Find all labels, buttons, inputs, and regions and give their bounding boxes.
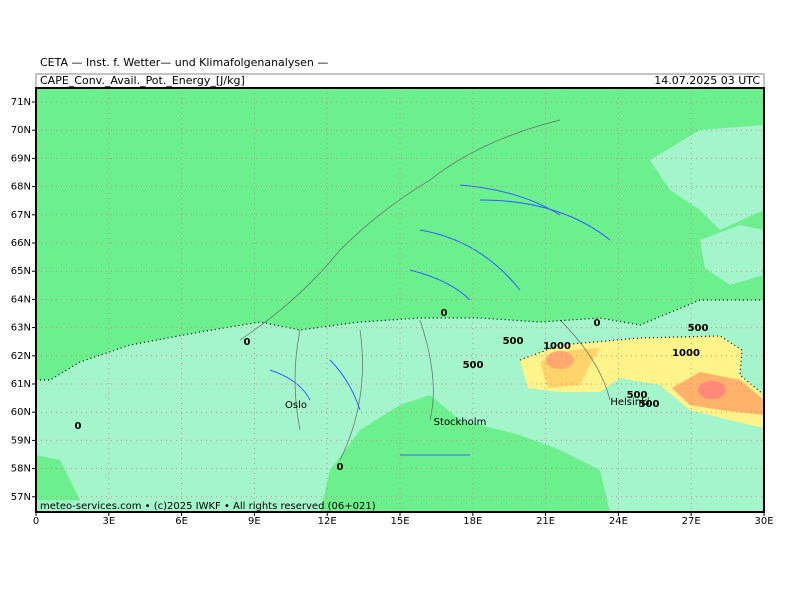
cape-low-patch xyxy=(650,125,764,230)
lon-label: 15E xyxy=(390,516,409,527)
place-label: Oslo xyxy=(285,400,307,411)
contour-label: 500 xyxy=(627,390,648,401)
lat-label: 59N xyxy=(11,435,31,446)
contour-label: 1000 xyxy=(543,341,571,352)
header-title: CETA — Inst. f. Wetter— und Klimafolgena… xyxy=(40,56,328,69)
contour-label: 0 xyxy=(75,421,82,432)
map-area: 0000050050050050050010001000OsloStockhol… xyxy=(36,88,764,512)
lat-label: 68N xyxy=(11,182,31,193)
lon-label: 21E xyxy=(536,516,555,527)
contour-label: 500 xyxy=(503,336,524,347)
cape-1500-area xyxy=(698,381,726,399)
contour-label: 0 xyxy=(441,308,448,319)
contour-label: 500 xyxy=(688,323,709,334)
lat-label: 69N xyxy=(11,153,31,164)
lat-label: 60N xyxy=(11,407,31,418)
valid-time: 14.07.2025 03 UTC xyxy=(654,74,760,87)
footer-box xyxy=(36,500,241,512)
cape-zero-area xyxy=(36,455,80,512)
cape-low-patch xyxy=(700,225,764,285)
lat-label: 70N xyxy=(11,125,31,136)
lat-label: 67N xyxy=(11,210,31,221)
lat-label: 57N xyxy=(11,492,31,503)
lon-label: 18E xyxy=(463,516,482,527)
lon-label: 6E xyxy=(175,516,188,527)
place-label: Helsinki xyxy=(610,397,649,408)
lon-label: 12E xyxy=(318,516,337,527)
lon-label: 3E xyxy=(102,516,115,527)
lat-label: 66N xyxy=(11,238,31,249)
contour-label: 500 xyxy=(639,399,660,410)
cape-1500-area xyxy=(546,351,574,369)
contour-label: 0 xyxy=(337,462,344,473)
field-name: CAPE_Conv._Avail._Pot._Energy_[J/kg] xyxy=(40,74,245,87)
lon-label: 27E xyxy=(682,516,701,527)
contour-label: 1000 xyxy=(672,348,700,359)
contour-label: 500 xyxy=(463,360,484,371)
coastline xyxy=(239,119,611,461)
lon-label: 0 xyxy=(33,516,39,527)
lat-label: 58N xyxy=(11,464,31,475)
lat-label: 61N xyxy=(11,379,31,390)
cape-zero-area xyxy=(320,395,610,512)
lat-label: 71N xyxy=(11,97,31,108)
place-label: Stockholm xyxy=(434,417,487,428)
contour-label: 0 xyxy=(244,337,251,348)
footer: meteo-services.com • (c)2025 IWKF • All … xyxy=(40,501,376,512)
contour-label: 0 xyxy=(594,318,601,329)
lon-label: 24E xyxy=(609,516,628,527)
lat-label: 65N xyxy=(11,266,31,277)
lat-label: 63N xyxy=(11,323,31,334)
lat-label: 64N xyxy=(11,294,31,305)
lon-label: 9E xyxy=(248,516,261,527)
lon-label: 30E xyxy=(754,516,773,527)
lat-label: 62N xyxy=(11,351,31,362)
